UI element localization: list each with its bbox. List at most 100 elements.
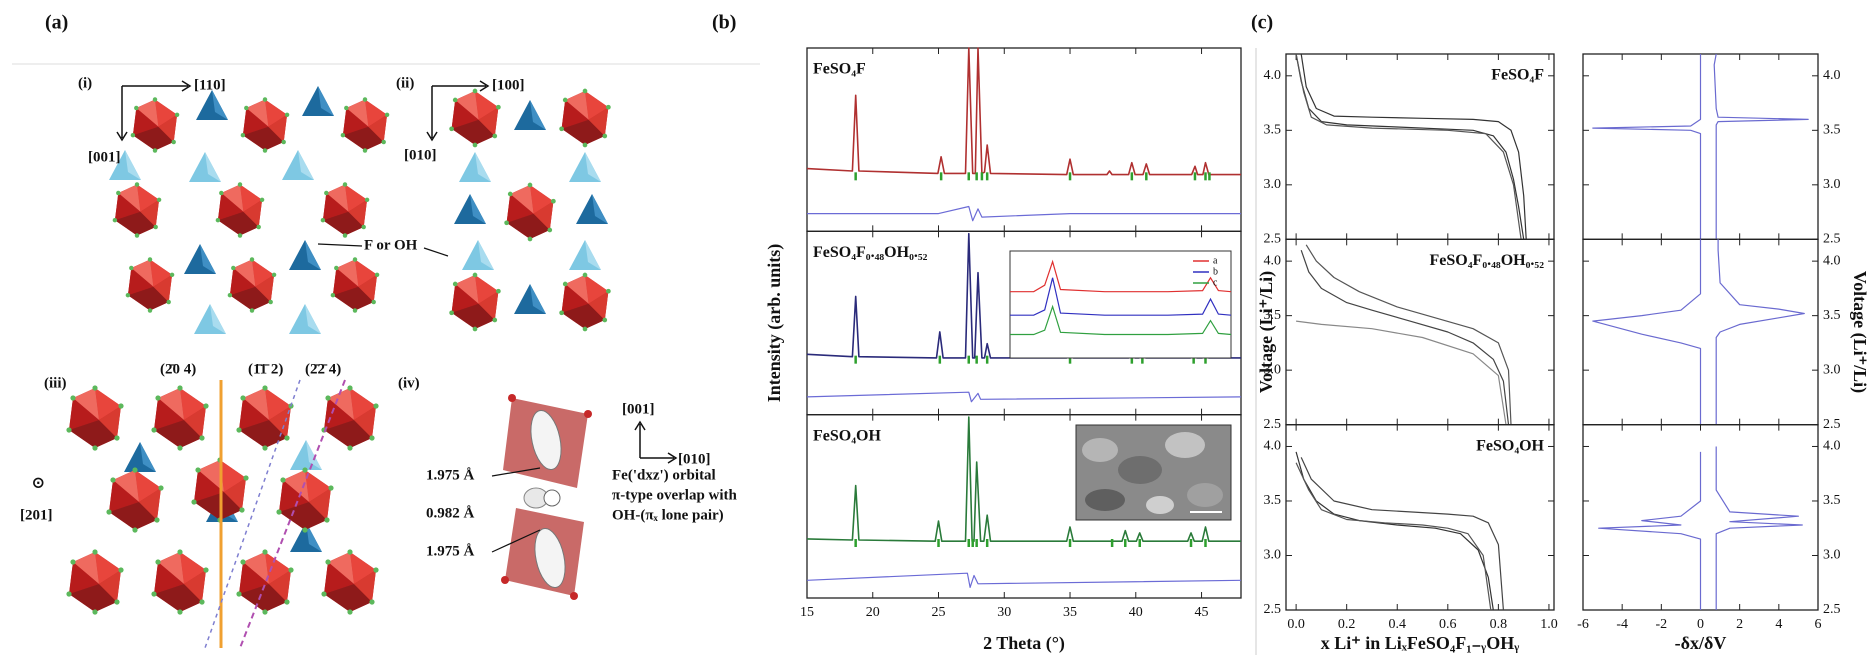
part-label: (ii) [396,75,414,91]
y-tick-label: 3.5 [1264,493,1282,508]
structure-ii [317,80,611,332]
direction-label: [201] [20,507,53,523]
chart-title: FeSO₄F [813,61,866,78]
tetrahedron [290,440,322,470]
chart-title: FeSO₄OH [1476,437,1544,454]
leader-lines [317,243,449,257]
y-tick-label: 3.5 [1823,493,1841,508]
data-line [1295,462,1492,611]
x-tick-label: 0.2 [1338,617,1356,632]
inset-line [1010,259,1232,293]
x-axis-label: -δx/δV [1675,633,1727,653]
data-line [1715,446,1803,610]
y-axis-label: Voltage (Li⁺/Li) [1849,271,1870,393]
data-line [1296,320,1507,425]
structure-iv [491,394,678,600]
octahedron [321,549,379,615]
data-line [1300,250,1510,425]
chart-title: FeSO₄OH [813,427,881,444]
legend-label: b [1213,266,1218,277]
x-tick-label: 0.0 [1287,617,1305,632]
site-label: F or OH [364,237,418,253]
atom [543,489,561,507]
tetrahedron [462,240,494,270]
bond-length: 1.975 Å [426,467,475,483]
direction-label: [010] [404,147,437,163]
x-tick-label: 0.4 [1388,617,1406,632]
y-tick-label: 3.5 [1264,308,1282,323]
octahedron [112,182,162,238]
octahedron [151,549,209,615]
orbital-lobe [530,410,562,470]
tetrahedron [454,194,486,224]
sem-image [1075,424,1232,521]
sem-grain [1082,438,1118,462]
chart-title: FeSO₄F [1491,67,1544,84]
view-symbol: ⊙ [32,475,45,491]
axes-frame [1285,424,1555,611]
x-tick-label: 0.6 [1439,617,1457,632]
y-tick-label: 2.5 [1823,417,1841,432]
octahedron [276,467,334,533]
x-axis-label: 2 Theta (°) [983,633,1065,654]
y-tick-label: 4.0 [1264,439,1282,454]
y-tick-label: 3.0 [1823,548,1841,563]
octahedron [106,467,164,533]
y-tick-label: 2.5 [1264,232,1282,247]
legend-label: c [1213,277,1218,288]
tetrahedron [282,150,314,180]
tetrahedron [194,304,226,334]
octahedron [559,88,611,148]
x-tick-label: 45 [1195,605,1209,620]
y-tick-label: 4.0 [1823,439,1841,454]
data-line [806,416,1241,542]
x-tick-label: 0 [1697,617,1704,632]
tetrahedron [289,304,321,334]
structure-iii [66,379,379,649]
plane-label: (2̄0 4) [160,361,196,377]
panel-label: (b) [712,12,736,34]
inset-frame [1009,250,1232,359]
tetrahedron [569,240,601,270]
y-tick-label: 3.0 [1823,177,1841,192]
sem-grain [1146,496,1174,514]
data-line [1295,53,1525,240]
orbital-note: Fe('dxz') orbital [612,467,716,483]
plane-trace [239,379,346,649]
tetrahedron [124,442,156,472]
data-line [1300,53,1527,240]
data-line [1592,239,1702,425]
y-axis-label: Intensity (arb. units) [764,244,785,403]
octahedron [504,182,556,242]
tetrahedron [514,284,546,314]
direction-label: [001] [622,401,655,417]
x-tick-label: 20 [866,605,880,620]
y-tick-label: 2.5 [1823,602,1841,617]
atom [570,592,578,600]
panel-label: (a) [45,12,68,34]
atom [584,410,592,418]
part-label: (iv) [398,375,420,391]
plane-label: (1̄1̄ 2) [248,361,283,377]
y-tick-label: 4.0 [1264,68,1282,83]
data-line [1713,53,1809,240]
orbital-lobe [534,528,566,588]
axes-frame [806,47,1242,232]
octahedron [66,385,124,451]
tetrahedron [184,244,216,274]
octahedron [130,97,180,153]
part-label: (iii) [44,375,67,391]
octahedron [151,385,209,451]
orbital-note: π-type overlap with [612,487,738,503]
sem-grain [1165,432,1205,458]
tetrahedron [459,152,491,182]
atom [508,394,516,402]
x-tick-label: 1.0 [1540,617,1558,632]
x-tick-label: -6 [1577,617,1589,632]
tetrahedron [302,86,334,116]
x-tick-label: 6 [1815,617,1822,632]
octahedron [330,257,380,313]
axis-arrows [634,420,678,464]
x-tick-label: -2 [1655,617,1667,632]
atom [501,576,509,584]
